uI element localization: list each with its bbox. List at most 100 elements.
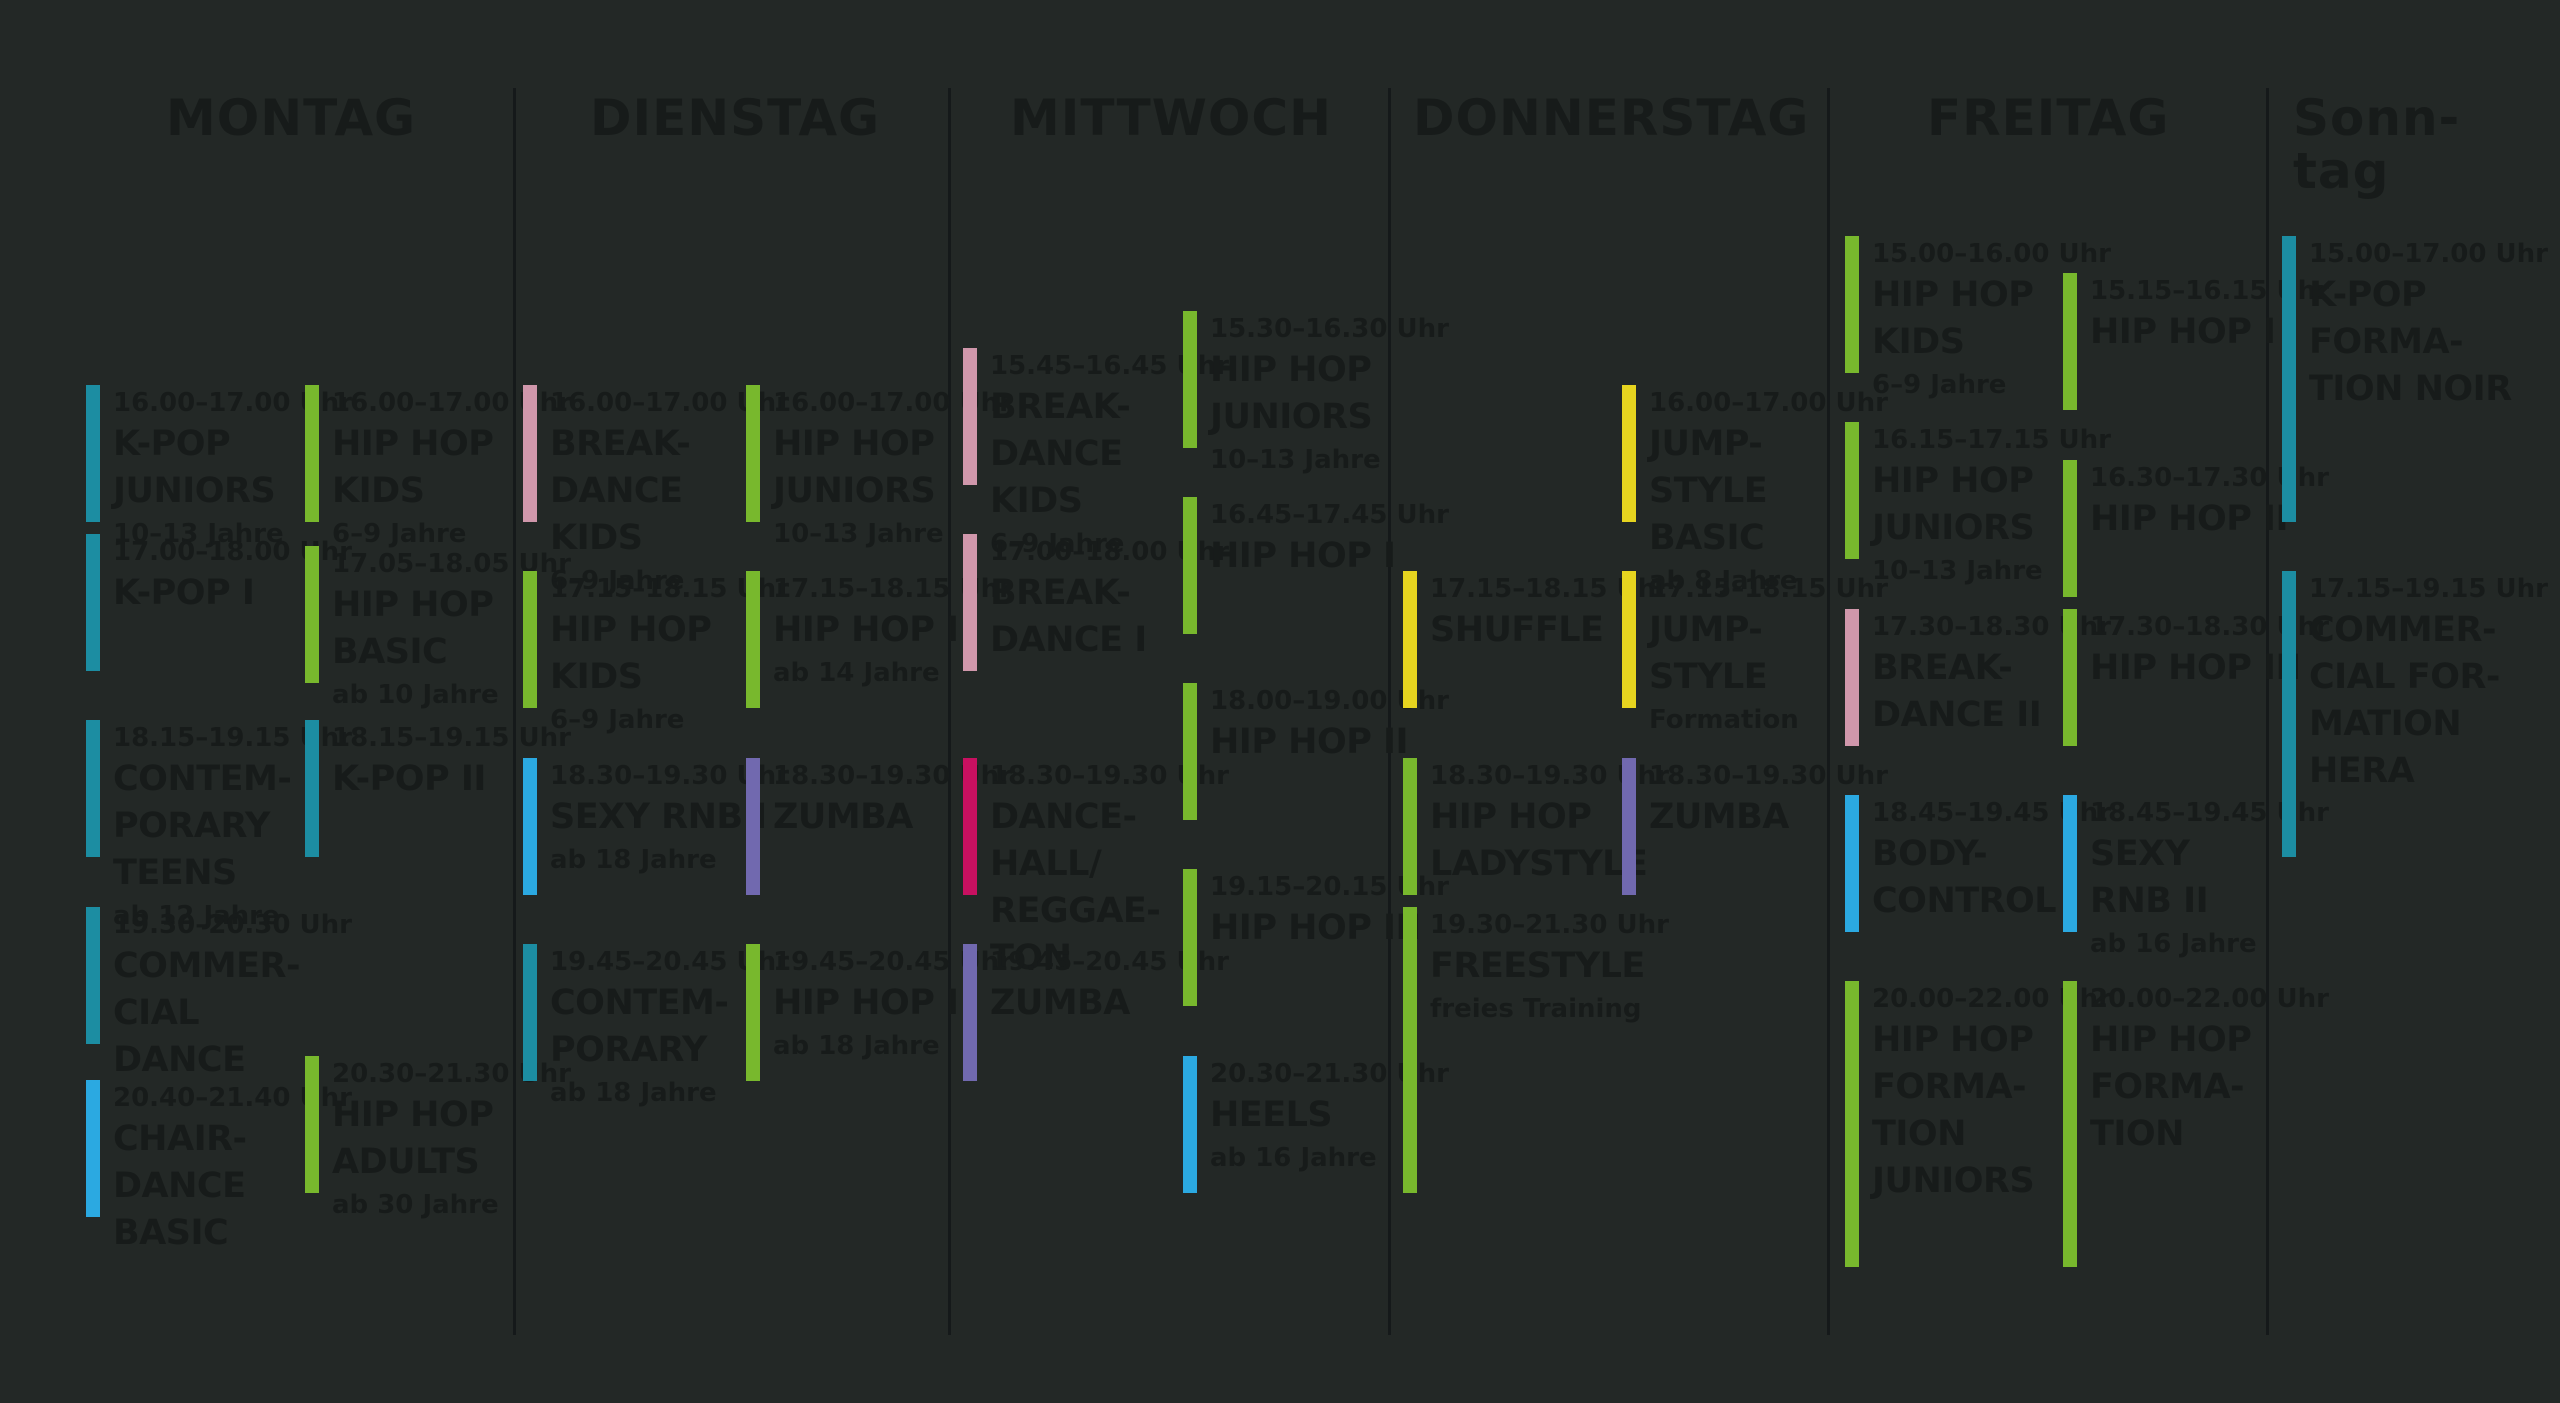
class-time: 16.00–17.00 Uhr	[1649, 388, 1888, 418]
class-entry: 15.45–16.45 Uhr BREAK- DANCE KIDS 6–9 Jahr…	[990, 348, 1229, 563]
class-entry: 18.30–19.30 Uhr ZUMBA	[1649, 758, 1888, 841]
class-time: 20.30–21.30 Uhr	[332, 1058, 571, 1089]
schedule-bar	[86, 906, 100, 1044]
class-title: BREAK- DANCE II	[1872, 647, 2042, 735]
schedule-bar	[746, 385, 760, 522]
class-entry: 20.00–22.00 Uhr HIP HOP FORMA- TION JUNIO…	[1872, 981, 2111, 1205]
class-title: HEELS	[1210, 1094, 1333, 1135]
class-title: COMMER- CIAL FOR- MATION HERA	[2309, 610, 2500, 792]
class-time: 17.30–18.30 Uhr	[2090, 611, 2329, 642]
class-title: HIP HOP II	[2090, 498, 2289, 539]
class-age-note: ab 12 Jahre	[113, 901, 280, 932]
class-title: BREAK- DANCE KIDS	[990, 386, 1131, 521]
class-title: HIP HOP JUNIORS	[1872, 461, 2035, 549]
schedule-bar	[1845, 794, 1859, 932]
day-header-mittwoch: MITTWOCH	[1010, 89, 1332, 147]
class-age-note: 10–13 Jahre	[1872, 556, 2043, 587]
class-title: HIP HOP JUNIORS	[1210, 349, 1373, 437]
schedule-bar	[86, 720, 100, 858]
day-header-freitag: FREITAG	[1927, 89, 2170, 147]
schedule-bar	[963, 534, 977, 671]
class-title: BREAK- DANCE I	[990, 573, 1147, 660]
class-title: HIP HOP KIDS	[550, 610, 712, 698]
class-title: HIP HOP FORMA- TION JUNIORS	[1872, 1020, 2035, 1201]
class-time: 17.15–18.15 Uhr	[550, 574, 789, 605]
column-divider	[513, 88, 516, 1335]
class-time: 15.45–16.45 Uhr	[990, 350, 1229, 381]
schedule-bar	[1845, 608, 1859, 746]
class-title: K-POP FORMA- TION NOIR	[2309, 275, 2512, 409]
class-time: 18.30–19.30 Uhr	[990, 760, 1229, 791]
column-divider	[948, 88, 951, 1335]
schedule-bar	[746, 757, 760, 895]
class-title: K-POP I	[113, 573, 255, 613]
class-entry: 17.15–18.15 Uhr SHUFFLE	[1430, 571, 1669, 654]
class-entry: 18.45–19.45 Uhr BODY- CONTROL	[1872, 795, 2111, 925]
class-entry: 18.15–19.15 Uhr CONTEM- PORARY TEENS ab 12…	[113, 720, 352, 935]
class-time: 19.45–20.45 Uhr	[550, 946, 789, 977]
class-age-note: ab 14 Jahre	[773, 658, 940, 689]
class-title: BODY- CONTROL	[1872, 833, 2057, 921]
class-title: SHUFFLE	[1430, 610, 1604, 651]
class-title: ZUMBA	[773, 796, 913, 837]
class-time: 16.45–17.45 Uhr	[1210, 499, 1449, 530]
schedule-bar	[86, 385, 100, 522]
class-entry: 18.30–19.30 Uhr DANCE- HALL/ REGGAE- TON	[990, 758, 1229, 982]
schedule-bar	[1622, 757, 1636, 895]
class-entry: 18.45–19.45 Uhr SEXY RNB II ab 16 Jahre	[2090, 795, 2329, 963]
class-time: 18.30–19.30 Uhr	[1649, 760, 1888, 791]
class-title: HIP HOP I	[773, 610, 959, 651]
class-title: FREESTYLE	[1430, 945, 1645, 986]
schedule-bar	[523, 943, 537, 1081]
class-title: JUMP- STYLE	[1649, 610, 1768, 698]
class-entry: 16.45–17.45 Uhr HIP HOP I	[1210, 497, 1449, 580]
column-divider	[1388, 88, 1391, 1335]
schedule-bar	[1622, 385, 1636, 522]
class-title: K-POP JUNIORS	[113, 424, 276, 511]
class-time: 19.30–20.30 Uhr	[113, 909, 352, 940]
schedule-bar	[86, 1080, 100, 1218]
class-time: 18.15–19.15 Uhr	[332, 723, 571, 754]
schedule-bar	[1845, 981, 1859, 1267]
class-title: CHAIR- DANCE BASIC	[113, 1119, 247, 1254]
class-time: 15.00–17.00 Uhr	[2309, 239, 2548, 269]
class-entry: 18.15–19.15 Uhr K-POP II	[332, 720, 571, 803]
class-title: BREAK- DANCE KIDS	[550, 424, 691, 558]
class-time: 16.15–17.15 Uhr	[1872, 425, 2111, 456]
class-title: HIP HOP FORMA- TION	[2090, 1020, 2252, 1154]
class-entry: 17.30–18.30 Uhr BREAK- DANCE II	[1872, 609, 2111, 739]
schedule-bar	[2063, 273, 2077, 411]
class-age-note: 6–9 Jahre	[1872, 370, 2007, 400]
schedule-bar	[1183, 496, 1197, 634]
day-header-donnerstag: DONNERSTAG	[1413, 89, 1810, 147]
schedule-bar	[305, 385, 319, 522]
class-age-note: ab 16 Jahre	[2090, 928, 2257, 959]
class-age-note: 10–13 Jahre	[1210, 444, 1381, 475]
schedule-bar	[1403, 906, 1417, 1193]
class-age-note: ab 10 Jahre	[332, 680, 499, 711]
schedule-bar	[1845, 422, 1859, 560]
schedule-bar	[1183, 683, 1197, 820]
class-entry: 20.40–21.40 Uhr CHAIR- DANCE BASIC	[113, 1080, 352, 1257]
schedule-bar	[305, 720, 319, 858]
class-entry: 19.45–20.45 Uhr CONTEM- PORARY ab 18 Jahre	[550, 944, 789, 1112]
day-header-montag: MONTAG	[166, 89, 417, 147]
class-time: 16.00–17.00 Uhr	[550, 388, 789, 418]
class-entry: 15.00–17.00 Uhr K-POP FORMA- TION NOIR	[2309, 236, 2548, 413]
class-title: CONTEM- PORARY	[550, 982, 729, 1070]
schedule-bar	[2063, 981, 2077, 1267]
class-entry: 19.30–21.30 Uhr FREESTYLE freies Training	[1430, 907, 1669, 1028]
class-entry: 16.00–17.00 Uhr JUMP- STYLE BASIC ab 8 Jah…	[1649, 385, 1888, 600]
class-age-note: ab 30 Jahre	[332, 1189, 499, 1220]
schedule-bar	[523, 571, 537, 709]
schedule-bar	[1403, 571, 1417, 709]
class-title: HIP HOP KIDS	[1872, 275, 2034, 362]
schedule-bar	[523, 757, 537, 895]
class-title: JUMP- STYLE BASIC	[1649, 424, 1768, 558]
class-title: ZUMBA	[1649, 796, 1789, 837]
class-time: 19.30–21.30 Uhr	[1430, 909, 1669, 940]
class-age-note: freies Training	[1430, 993, 1642, 1024]
class-title: COMMER- CIAL DANCE	[113, 945, 300, 1080]
